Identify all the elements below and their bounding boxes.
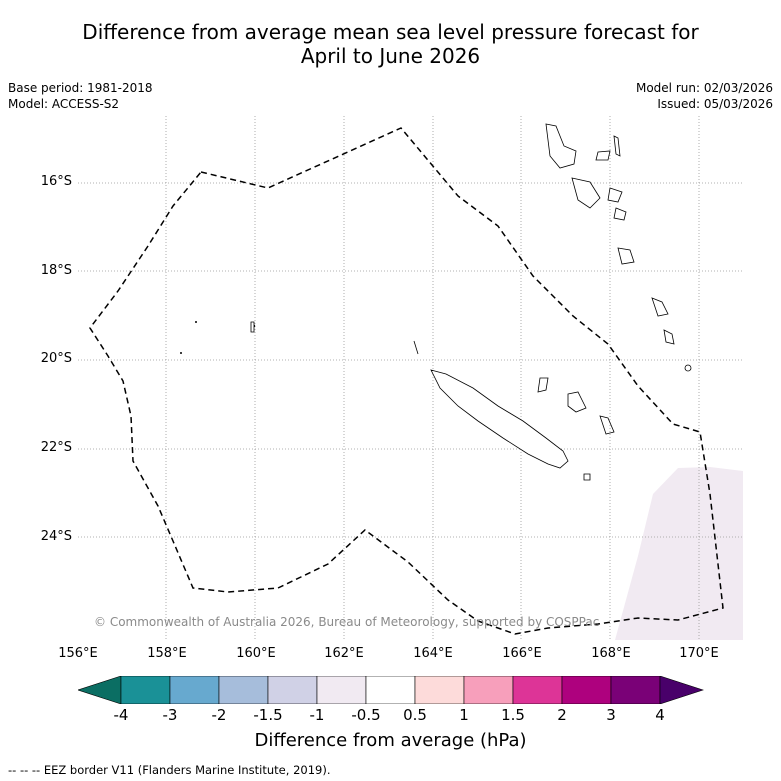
island (413, 340, 419, 355)
colorbar-extend-low (78, 676, 122, 704)
lon-label: 170°E (679, 646, 719, 661)
colorbar-segment (169, 676, 220, 704)
island (651, 297, 669, 317)
map-title: Difference from average mean sea level p… (0, 20, 781, 68)
lon-label: 162°E (324, 646, 364, 661)
colorbar-tick-label: 4 (655, 706, 665, 724)
eez-border (89, 127, 724, 635)
colorbar-segment (610, 676, 661, 704)
title-line-2: April to June 2026 (300, 44, 481, 68)
meta-right: Model run: 02/03/2026 Issued: 05/03/2026 (636, 80, 773, 112)
colorbar-tick-label: 1 (459, 706, 469, 724)
gridlines (78, 116, 743, 640)
new-caledonia-island (430, 369, 569, 469)
island (180, 352, 182, 354)
lat-label: 18°S (40, 263, 72, 278)
lon-label: 168°E (591, 646, 631, 661)
island (684, 364, 692, 372)
issued-date: Issued: 05/03/2026 (657, 97, 773, 111)
lat-label: 24°S (40, 529, 72, 544)
base-period: Base period: 1981-2018 (8, 81, 153, 95)
colorbar-segment (512, 676, 563, 704)
lon-label: 158°E (147, 646, 187, 661)
island (567, 391, 587, 413)
island (607, 187, 623, 203)
colorbar-extend-high (659, 676, 704, 704)
island (613, 207, 627, 221)
colorbar-tick-label: 2 (557, 706, 567, 724)
lon-label: 160°E (236, 646, 276, 661)
colorbar-segment (218, 676, 269, 704)
island (195, 321, 197, 323)
footer-note: -- -- -- EEZ border V11 (Flanders Marine… (8, 763, 331, 777)
colorbar-tick-label: 3 (606, 706, 616, 724)
colorbar-segment (561, 676, 612, 704)
copyright-notice: © Commonwealth of Australia 2026, Bureau… (94, 615, 600, 629)
island (595, 150, 611, 161)
pressure-anomaly-region (615, 467, 743, 640)
island (617, 247, 635, 265)
model-name: Model: ACCESS-S2 (8, 97, 120, 111)
colorbar-segment (365, 676, 416, 704)
island (571, 177, 601, 209)
colorbar-tick-label: -1 (309, 706, 325, 724)
island (663, 329, 675, 345)
lon-label: 166°E (502, 646, 542, 661)
lat-label: 16°S (40, 174, 72, 189)
island (583, 473, 591, 481)
colorbar-tick-label: 1.5 (501, 706, 525, 724)
island (613, 135, 621, 157)
island (545, 123, 577, 169)
meta-left: Base period: 1981-2018 Model: ACCESS-S2 (8, 80, 153, 112)
island (537, 377, 549, 393)
lat-label: 22°S (40, 440, 72, 455)
lon-label: 164°E (413, 646, 453, 661)
colorbar-segment (316, 676, 367, 704)
colorbar-tick-label: -0.5 (351, 706, 381, 724)
island (599, 415, 615, 435)
colorbar-tick-label: -1.5 (253, 706, 283, 724)
map-canvas (78, 116, 743, 640)
colorbar (78, 676, 704, 704)
colorbar-segment (463, 676, 514, 704)
colorbar-tick-label: -3 (162, 706, 178, 724)
lat-label: 20°S (40, 351, 72, 366)
colorbar-tick-label: -2 (211, 706, 227, 724)
lon-label: 156°E (58, 646, 98, 661)
colorbar-segment (267, 676, 318, 704)
island (250, 321, 255, 333)
colorbar-tick-label: -4 (113, 706, 129, 724)
model-run: Model run: 02/03/2026 (635, 81, 773, 95)
colorbar-title: Difference from average (hPa) (254, 730, 527, 751)
colorbar-tick-label: 0.5 (403, 706, 427, 724)
title-line-1: Difference from average mean sea level p… (82, 20, 699, 44)
colorbar-segment (120, 676, 171, 704)
colorbar-segment (414, 676, 465, 704)
